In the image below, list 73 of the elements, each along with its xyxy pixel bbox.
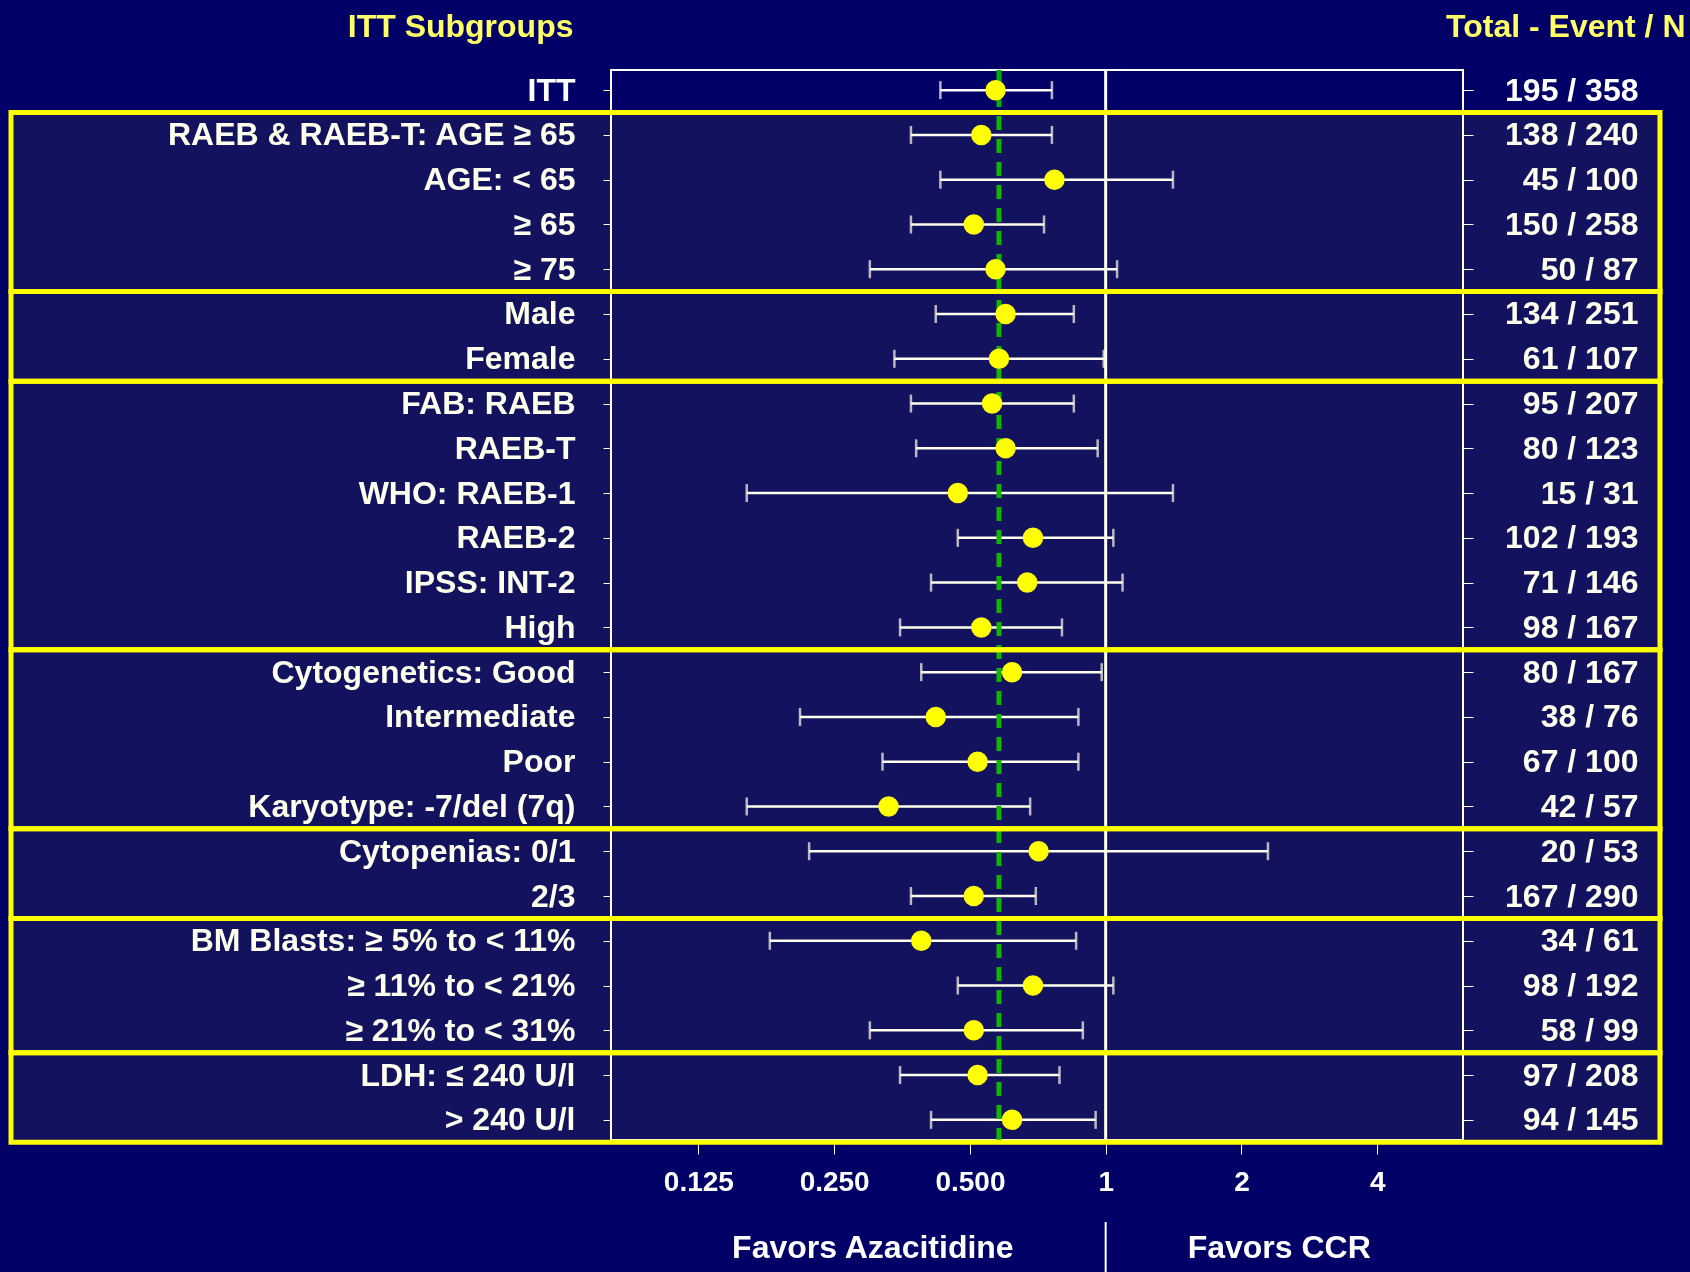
y-tick-label: ≥ 21% to < 31% [345,1011,576,1048]
y2-tick-label: 138 / 240 [1505,116,1639,153]
y2-tick-label: 150 / 258 [1505,205,1639,242]
point [985,79,1006,101]
point [995,303,1016,325]
y-tick-label: > 240 U/l [444,1101,576,1138]
y2-tick-label: 134 / 251 [1505,295,1639,332]
y-tick-label: IPSS: INT-2 [404,564,576,601]
text: Favors CCR [1187,1229,1371,1265]
y-tick-label: Female [465,340,576,377]
y2-tick-label: 98 / 192 [1522,967,1639,1004]
x-tick-label: 2 [1234,1165,1250,1197]
y2-tick-label: 61 / 107 [1522,340,1639,377]
text: Favors Azacitidine [732,1229,1014,1265]
y-tick-label: High [504,608,576,645]
y2-axis-title: Total - Event / N [1446,7,1686,44]
y2-tick-label: 80 / 167 [1522,653,1639,690]
point [971,617,992,638]
y-tick-label: Male [504,295,576,332]
y2-tick-label: 42 / 57 [1540,787,1639,824]
y-tick-label: ≥ 65 [513,205,576,242]
y-tick-label: BM Blasts: ≥ 5% to < 11% [190,922,576,959]
y2-tick-label: 97 / 208 [1522,1056,1639,1093]
y-tick-label: Karyotype: -7/del (7q) [248,787,576,824]
point [963,1020,985,1041]
y2-tick-label: 50 / 87 [1540,250,1639,287]
point [1001,661,1023,683]
y-tick-label: Poor [502,743,576,780]
point [981,393,1003,414]
y-tick-label: RAEB & RAEB-T: AGE ≥ 65 [167,116,576,153]
y2-tick-label: 67 / 100 [1522,743,1639,780]
y-tick-label: WHO: RAEB-1 [358,474,576,511]
y2-tick-label: 167 / 290 [1505,877,1639,914]
point [963,214,985,235]
y-tick-label: AGE: < 65 [423,161,576,198]
point [1001,1109,1023,1131]
y-tick-label: RAEB-2 [456,519,576,556]
y2-tick-label: 195 / 358 [1505,71,1639,108]
y-axis-title: ITT Subgroups [347,7,574,44]
y-tick-label: Intermediate [385,698,576,735]
point [985,259,1006,280]
point [967,1064,988,1086]
y-tick-label: FAB: RAEB [401,385,576,422]
y-tick-label: RAEB-T [454,429,576,466]
y2-tick-label: 15 / 31 [1540,474,1639,511]
y2-tick-label: 95 / 207 [1522,385,1639,422]
x-tick-label: 0.500 [935,1165,1006,1197]
y2-tick-label: 38 / 76 [1540,698,1639,735]
y2-tick-label: 94 / 145 [1522,1101,1639,1138]
y-tick-label: ≥ 11% to < 21% [347,967,576,1004]
point [995,438,1016,459]
y2-tick-label: 102 / 193 [1505,519,1639,556]
point [967,751,988,772]
y-tick-label: 2/3 [531,877,576,914]
x-tick-label: 0.125 [663,1165,734,1197]
point [971,124,992,146]
y2-tick-label: 58 / 99 [1540,1011,1639,1048]
x-tick-label: 1 [1098,1165,1114,1197]
y2-tick-label: 34 / 61 [1540,922,1639,959]
x-tick-label: 0.250 [799,1165,870,1197]
y2-tick-label: 71 / 146 [1522,564,1639,601]
y2-tick-label: 80 / 123 [1522,429,1639,466]
y-tick-label: LDH: ≤ 240 U/l [360,1056,576,1093]
y-tick-label: Cytogenetics: Good [271,653,576,690]
y-tick-label: ≥ 75 [513,250,576,287]
point [988,348,1010,369]
y2-tick-label: 98 / 167 [1522,608,1639,645]
y2-tick-label: 20 / 53 [1540,832,1639,869]
y2-tick-label: 45 / 100 [1522,161,1639,198]
point [963,885,985,907]
y-tick-label: Cytopenias: 0/1 [338,832,576,869]
y-tick-label: ITT [527,71,576,108]
x-tick-label: 4 [1369,1165,1386,1197]
